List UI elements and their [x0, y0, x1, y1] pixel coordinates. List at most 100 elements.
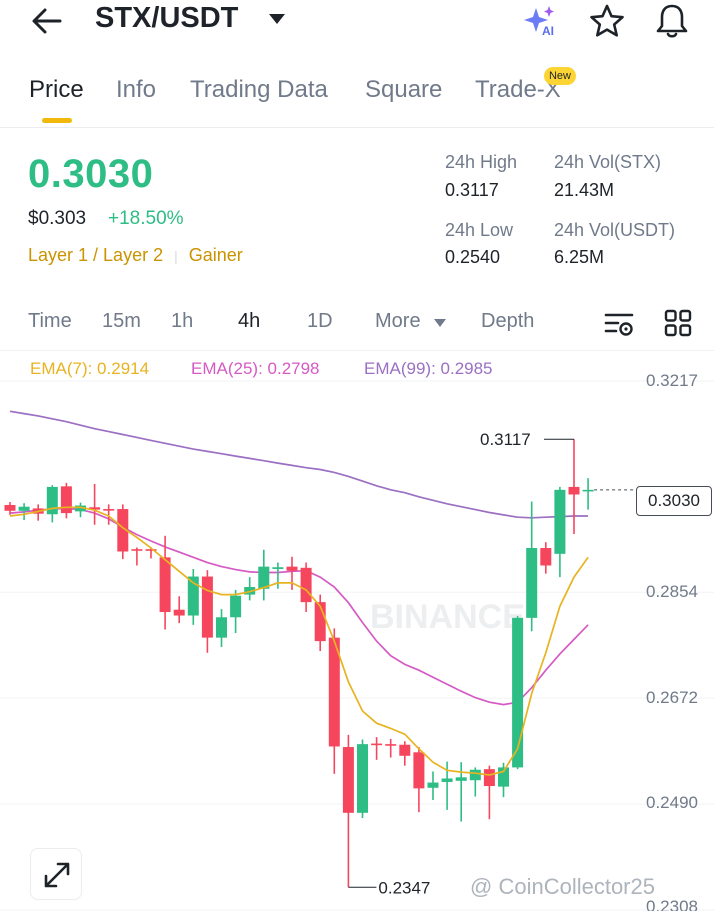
new-badge: New [544, 67, 576, 85]
candle-body [314, 602, 326, 642]
sparkle-ai-icon[interactable]: AI [520, 2, 560, 42]
more-caret-icon[interactable] [433, 318, 447, 328]
high-value: 0.3117 [445, 180, 499, 200]
pair-title[interactable]: STX/USDT [95, 2, 239, 34]
tab-square[interactable]: Square [365, 76, 443, 103]
vol-base-label: 24h Vol(STX) [554, 152, 662, 172]
candle-body [300, 567, 312, 603]
candles [4, 439, 594, 888]
ema25-line [9, 507, 589, 706]
candle-body [399, 744, 411, 756]
candle-body [75, 505, 86, 512]
expand-arrows-icon [44, 862, 70, 888]
ema25-path [9, 507, 589, 706]
ema7-legend: EMA(7): 0.2914 [30, 359, 150, 378]
candle-body [89, 507, 101, 510]
interval-time[interactable]: Time [28, 310, 72, 332]
vol-quote-value: 6.25M [554, 247, 605, 267]
candle-body [554, 489, 566, 554]
ema7-line [9, 506, 589, 776]
ai-badge: AI [542, 24, 554, 38]
interval-more[interactable]: More [375, 310, 421, 332]
indicator-settings-icon[interactable] [604, 310, 634, 338]
price-change: +18.50% [108, 208, 184, 229]
ema25-legend: EMA(25): 0.2798 [191, 359, 320, 378]
caret-down-icon[interactable] [268, 13, 286, 25]
candle-body [568, 486, 580, 495]
interval-4h[interactable]: 4h [238, 310, 261, 332]
candle-body [201, 576, 213, 638]
candle-body [230, 595, 242, 618]
candle-body [103, 509, 115, 511]
y-tick-1: 0.2854 [646, 582, 698, 601]
candle-body [60, 486, 72, 514]
chart-gridlines [0, 380, 714, 911]
vol-base-value: 21.43M [554, 180, 615, 200]
candle-body [18, 506, 30, 511]
interval-depth[interactable]: Depth [481, 310, 535, 332]
y-tick-0: 0.3217 [646, 371, 698, 390]
usd-price: $0.303 [28, 208, 87, 229]
arrow-left-icon[interactable] [30, 6, 64, 36]
chart-top-divider [0, 350, 714, 351]
interval-1d[interactable]: 1D [307, 310, 333, 332]
current-price-tag[interactable]: 0.3030 [636, 486, 712, 516]
star-icon[interactable] [588, 3, 626, 39]
candle-body [469, 769, 481, 781]
candle-body [145, 549, 157, 551]
tag-divider: | [174, 248, 178, 264]
candle-body [4, 504, 16, 511]
candle-body [526, 548, 538, 618]
y-tick-4: 0.2308 [646, 897, 698, 911]
candle-body [46, 486, 58, 515]
candle-body [512, 617, 524, 768]
active-tab-indicator [42, 118, 72, 123]
tab-price[interactable]: Price [29, 76, 84, 103]
candle-body [216, 617, 227, 638]
last-price: 0.3030 [28, 152, 154, 196]
candle-body [272, 567, 284, 569]
candle-body [173, 609, 185, 616]
tag-layer[interactable]: Layer 1 / Layer 2 [28, 245, 164, 265]
interval-1h[interactable]: 1h [171, 310, 194, 332]
candle-body [483, 769, 495, 787]
watermark: BINANCE [370, 598, 525, 636]
candle-body [131, 549, 143, 551]
candle-body [498, 767, 509, 787]
candle-body [357, 744, 368, 813]
tab-info[interactable]: Info [116, 76, 157, 103]
price-markers: 0.3117 0.2347 [348, 430, 636, 897]
ema7-path [9, 506, 589, 776]
ema99-legend: EMA(99): 0.2985 [364, 359, 493, 378]
tab-trading-data[interactable]: Trading Data [190, 76, 328, 103]
ema99-path [9, 410, 589, 519]
candlestick-chart[interactable]: BINANCE 0.3117 0.2347 [0, 380, 714, 911]
candle-body [117, 509, 129, 552]
grid-layout-icon[interactable] [664, 309, 692, 337]
low-value: 0.2540 [445, 247, 501, 267]
y-tick-2: 0.2672 [646, 688, 698, 707]
candle-body [328, 637, 340, 747]
high-marker-label: 0.3117 [480, 430, 531, 449]
candle-body [187, 576, 199, 616]
expand-button[interactable] [30, 848, 82, 900]
tag-list: Layer 1 / Layer 2 | Gainer [28, 245, 243, 266]
candle-body [427, 782, 439, 788]
top-bar: STX/USDT AI [0, 0, 714, 46]
candle-body [582, 489, 594, 492]
candle-body [244, 587, 256, 595]
interval-15m[interactable]: 15m [102, 310, 141, 332]
credit-watermark: @ CoinCollector25 [470, 874, 655, 899]
low-label: 24h Low [445, 220, 514, 240]
candle-body [413, 752, 425, 789]
tag-gainer[interactable]: Gainer [188, 245, 243, 265]
y-tick-3: 0.2490 [646, 793, 698, 812]
candle-body [159, 557, 171, 613]
candle-body [286, 566, 298, 571]
vol-quote-label: 24h Vol(USDT) [554, 220, 676, 240]
low-marker-label: 0.2347 [378, 878, 430, 897]
candle-body [342, 747, 354, 813]
high-label: 24h High [445, 152, 518, 172]
tab-bar: Price Info Trading Data Square Trade-X [0, 70, 714, 128]
bell-icon[interactable] [654, 2, 690, 40]
